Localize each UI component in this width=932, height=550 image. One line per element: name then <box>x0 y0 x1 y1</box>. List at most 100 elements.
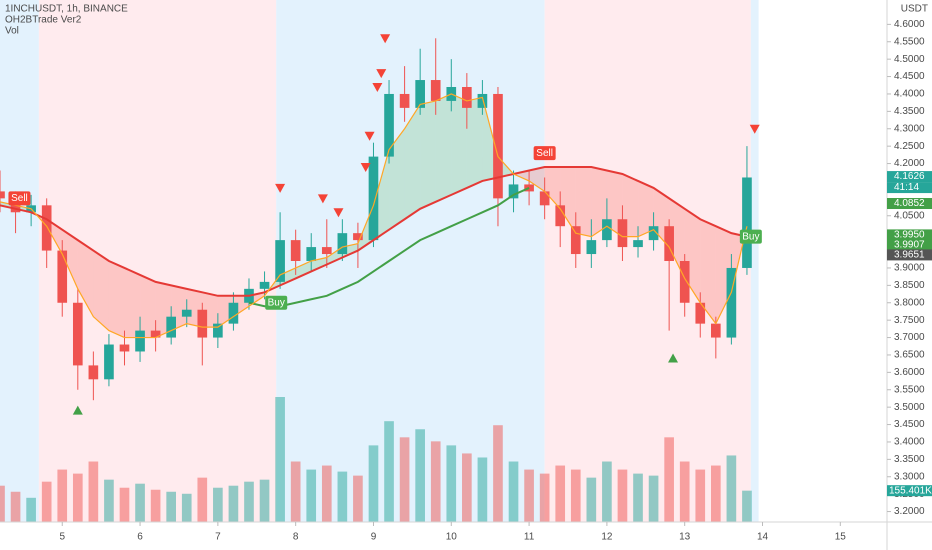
candle-body <box>166 316 176 338</box>
markers: Sell Buy Sell Buy <box>8 34 762 415</box>
signal-label-box <box>533 146 556 161</box>
candle-body <box>88 365 99 380</box>
candle-body <box>135 330 145 352</box>
cloud-segment <box>638 180 654 237</box>
x-tick-label: 10 <box>446 532 458 543</box>
volume-bar <box>384 421 394 522</box>
volume-bar <box>648 475 659 522</box>
line-slow <box>0 166 748 297</box>
candle-body <box>493 93 503 199</box>
candle-body <box>726 267 737 338</box>
candle-body <box>41 205 52 251</box>
signal-label: Sell <box>536 148 553 159</box>
candle-body <box>275 240 285 282</box>
line-trend <box>248 187 530 308</box>
volume-bar <box>181 493 192 522</box>
candle-body <box>742 177 752 268</box>
candle-body <box>259 281 270 289</box>
x-tick-label: 6 <box>137 532 143 543</box>
candle-body <box>664 226 674 261</box>
cloud-segment <box>140 274 156 338</box>
volume-bar <box>259 479 270 522</box>
volume-bar <box>306 469 317 522</box>
volume-bar <box>228 485 239 522</box>
volume-bar <box>72 473 83 522</box>
y-tick-label: 3.4500 <box>894 419 925 430</box>
x-tick-label: 13 <box>679 532 691 543</box>
y-tick-label: 4.3000 <box>894 123 925 134</box>
volume-bar <box>213 487 223 522</box>
candle-body <box>695 302 706 324</box>
volume-bar <box>430 441 441 522</box>
region <box>750 0 759 522</box>
price-tag-label: 4.1626 <box>894 171 925 182</box>
volume-bar <box>711 465 721 522</box>
signal-triangle <box>72 405 83 415</box>
y-tick-label: 4.0500 <box>894 210 925 221</box>
candle-body <box>617 219 628 248</box>
volume-bar <box>493 425 503 522</box>
signal-triangle <box>317 194 328 204</box>
volume-bar <box>679 461 690 522</box>
y-tick-label: 3.4000 <box>894 437 925 448</box>
volume-bar <box>695 469 706 522</box>
price-tag <box>887 249 932 261</box>
y-tick-label: 3.9000 <box>894 263 925 274</box>
candle-body <box>368 156 379 241</box>
y-tick-label: 3.6500 <box>894 350 925 361</box>
signal-label: Buy <box>742 231 759 242</box>
volume-bar <box>10 491 21 522</box>
cloud-segment <box>108 261 125 338</box>
volume-bar <box>415 429 425 522</box>
candle-body <box>104 344 114 380</box>
volume-bar <box>0 485 5 522</box>
candle-body <box>555 205 566 227</box>
volume-bar <box>353 475 363 522</box>
y-tick-label: 4.5000 <box>894 54 925 65</box>
cloud-segment <box>466 97 483 188</box>
region <box>38 0 277 522</box>
volume-bar <box>244 481 254 522</box>
y-tick-label: 4.3500 <box>894 106 925 117</box>
volume-bar <box>88 461 99 522</box>
cloud-segment <box>575 167 592 237</box>
backgrounds <box>0 0 759 522</box>
cloud-segment <box>451 93 467 195</box>
cloud-segment <box>700 219 716 324</box>
volume-bar <box>602 461 612 522</box>
signal-triangle <box>360 163 371 173</box>
price-tag <box>887 239 932 251</box>
y-tick-label: 3.3000 <box>894 471 925 482</box>
cloud-segment <box>669 198 685 279</box>
price-tag <box>887 198 932 210</box>
cloud-segment <box>420 100 436 209</box>
x-tick-label: 5 <box>59 532 65 543</box>
signal-triangle <box>372 83 383 92</box>
candle-body <box>539 191 550 206</box>
cloud-segment <box>544 167 561 209</box>
candle-body <box>353 233 363 241</box>
signal-triangle <box>376 69 387 79</box>
candle-body <box>462 87 472 108</box>
candle-body <box>57 250 68 303</box>
price-tag-label: 3.9907 <box>894 240 925 251</box>
cloud-segment <box>529 167 545 192</box>
cloud-segment <box>93 250 109 331</box>
y-tick-label: 3.8000 <box>894 297 925 308</box>
volume-bar <box>399 437 410 522</box>
candle-body <box>181 309 192 317</box>
volume-bar <box>570 469 581 522</box>
volume-bar <box>617 469 628 522</box>
candle-body <box>679 261 690 303</box>
candle-body <box>602 219 612 241</box>
signal-triangle <box>364 131 375 141</box>
volume-bar <box>742 490 752 522</box>
volume-bar <box>477 457 488 522</box>
candle-body <box>119 344 130 352</box>
candle-body <box>508 184 519 199</box>
cloud-segment <box>435 93 452 202</box>
volume-bar <box>726 455 737 522</box>
x-tick-label: 14 <box>757 532 769 543</box>
volume-bar <box>290 461 301 522</box>
candle-body <box>633 240 643 248</box>
